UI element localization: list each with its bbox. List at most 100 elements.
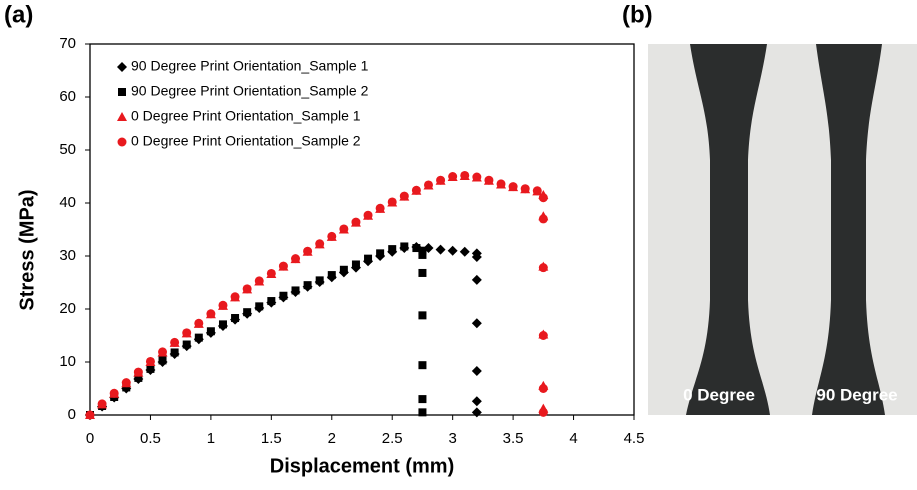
point xyxy=(315,239,325,249)
x-tick-label: 2 xyxy=(328,430,336,447)
point xyxy=(303,246,313,256)
point xyxy=(388,245,397,254)
point xyxy=(218,300,228,310)
y-tick-label: 30 xyxy=(59,247,76,264)
point xyxy=(448,172,458,181)
point xyxy=(418,250,427,259)
point xyxy=(538,193,548,203)
y-tick-label: 40 xyxy=(59,194,76,211)
point xyxy=(266,268,276,278)
point xyxy=(158,347,168,357)
photo-label: 0 Degree xyxy=(683,385,755,404)
point xyxy=(471,407,482,418)
point xyxy=(538,263,548,273)
point xyxy=(471,396,482,407)
point xyxy=(182,340,191,349)
point xyxy=(471,274,482,285)
point xyxy=(255,302,264,311)
point xyxy=(471,318,482,329)
point xyxy=(170,348,179,357)
point xyxy=(387,197,397,207)
y-axis-label: Stress (MPa) xyxy=(16,189,38,310)
point xyxy=(194,318,204,328)
point xyxy=(538,407,548,417)
point xyxy=(411,185,421,195)
point xyxy=(218,320,227,329)
point xyxy=(231,314,240,323)
point xyxy=(97,399,107,409)
x-tick-label: 1 xyxy=(207,430,215,447)
specimen xyxy=(686,44,770,415)
point xyxy=(291,254,301,264)
legend-marker xyxy=(117,112,127,121)
point xyxy=(423,180,433,190)
panel-label: (a) xyxy=(4,1,33,28)
photo-background xyxy=(648,44,917,415)
point xyxy=(85,410,95,420)
x-tick-label: 2.5 xyxy=(382,430,403,447)
legend-label: 0 Degree Print Orientation_Sample 2 xyxy=(131,133,361,149)
point xyxy=(363,210,373,220)
point xyxy=(194,333,203,342)
point xyxy=(436,175,446,185)
point xyxy=(327,231,337,241)
point xyxy=(418,395,427,404)
y-tick-label: 70 xyxy=(59,35,76,52)
point xyxy=(339,224,349,234)
point xyxy=(472,172,482,182)
point xyxy=(435,244,446,255)
point xyxy=(122,383,131,392)
point xyxy=(418,268,427,277)
point xyxy=(109,388,119,398)
x-tick-label: 0 xyxy=(86,430,94,447)
point xyxy=(471,252,482,263)
photo: 0 Degree 90 Degree xyxy=(648,44,917,415)
point xyxy=(315,276,324,285)
x-tick-label: 4 xyxy=(569,430,577,447)
y-tick-label: 20 xyxy=(59,300,76,317)
legend-label: 90 Degree Print Orientation_Sample 2 xyxy=(131,83,369,99)
y-tick-label: 0 xyxy=(68,406,76,423)
point xyxy=(471,366,482,377)
point xyxy=(351,260,360,269)
photo-label: 90 Degree xyxy=(816,385,897,404)
point xyxy=(418,311,427,320)
point xyxy=(400,242,409,251)
point xyxy=(303,281,312,290)
point xyxy=(418,246,427,255)
point xyxy=(182,328,192,338)
point xyxy=(278,261,288,271)
point xyxy=(279,291,288,300)
y-tick-label: 50 xyxy=(59,141,76,158)
legend-marker xyxy=(118,88,126,96)
x-tick-label: 3 xyxy=(448,430,456,447)
point xyxy=(538,384,548,393)
point xyxy=(538,331,548,340)
legend-marker xyxy=(117,137,127,147)
point xyxy=(133,367,143,377)
point xyxy=(134,373,143,382)
point xyxy=(418,361,427,370)
point xyxy=(376,249,385,258)
panel-label: (b) xyxy=(622,1,653,28)
x-tick-label: 1.5 xyxy=(261,430,282,447)
legend-label: 90 Degree Print Orientation_Sample 1 xyxy=(131,58,369,74)
point xyxy=(375,203,385,213)
x-axis-label: Displacement (mm) xyxy=(270,455,455,477)
point xyxy=(412,244,421,253)
point xyxy=(327,271,336,280)
plot-frame xyxy=(89,43,635,416)
point xyxy=(418,408,427,417)
point xyxy=(206,327,215,336)
point xyxy=(351,217,361,227)
specimen xyxy=(812,44,885,415)
point xyxy=(145,356,155,366)
point xyxy=(206,309,216,319)
y-tick-label: 10 xyxy=(59,353,76,370)
point xyxy=(447,245,458,256)
point xyxy=(170,337,180,347)
point xyxy=(484,175,494,185)
x-tick-label: 3.5 xyxy=(503,430,524,447)
point xyxy=(508,182,518,192)
